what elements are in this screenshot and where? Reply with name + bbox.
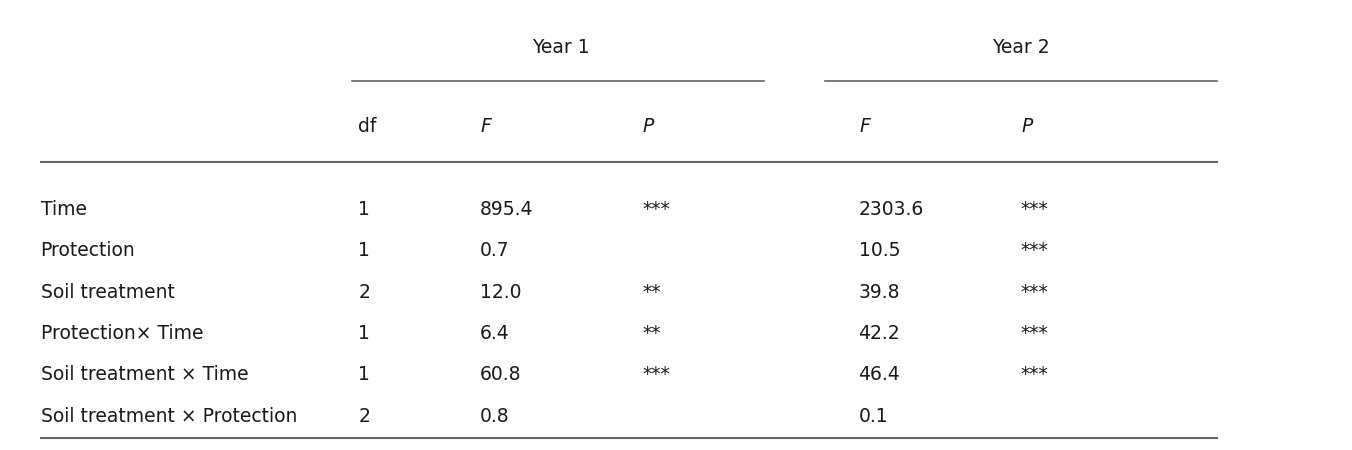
Text: 0.7: 0.7 bbox=[480, 241, 510, 260]
Text: 46.4: 46.4 bbox=[859, 365, 900, 384]
Text: 42.2: 42.2 bbox=[859, 324, 900, 343]
Text: **: ** bbox=[642, 324, 661, 343]
Text: 1: 1 bbox=[358, 365, 370, 384]
Text: 1: 1 bbox=[358, 200, 370, 219]
Text: 895.4: 895.4 bbox=[480, 200, 534, 219]
Text: 2: 2 bbox=[358, 283, 370, 302]
Text: Year 1: Year 1 bbox=[533, 38, 589, 57]
Text: 12.0: 12.0 bbox=[480, 283, 522, 302]
Text: 0.1: 0.1 bbox=[859, 407, 888, 426]
Text: ***: *** bbox=[1021, 200, 1049, 219]
Text: ***: *** bbox=[642, 365, 671, 384]
Text: Protection× Time: Protection× Time bbox=[41, 324, 203, 343]
Text: 1: 1 bbox=[358, 241, 370, 260]
Text: $\it{F}$: $\it{F}$ bbox=[480, 117, 493, 135]
Text: Protection: Protection bbox=[41, 241, 135, 260]
Text: Time: Time bbox=[41, 200, 87, 219]
Text: 2303.6: 2303.6 bbox=[859, 200, 923, 219]
Text: df: df bbox=[358, 117, 377, 135]
Text: ***: *** bbox=[1021, 365, 1049, 384]
Text: ***: *** bbox=[1021, 324, 1049, 343]
Text: 0.8: 0.8 bbox=[480, 407, 510, 426]
Text: Soil treatment: Soil treatment bbox=[41, 283, 174, 302]
Text: Soil treatment × Time: Soil treatment × Time bbox=[41, 365, 249, 384]
Text: ***: *** bbox=[642, 200, 671, 219]
Text: 6.4: 6.4 bbox=[480, 324, 510, 343]
Text: ***: *** bbox=[1021, 283, 1049, 302]
Text: ***: *** bbox=[1021, 241, 1049, 260]
Text: $\it{P}$: $\it{P}$ bbox=[642, 117, 656, 135]
Text: $\it{F}$: $\it{F}$ bbox=[859, 117, 872, 135]
Text: 10.5: 10.5 bbox=[859, 241, 900, 260]
Text: 2: 2 bbox=[358, 407, 370, 426]
Text: $\it{P}$: $\it{P}$ bbox=[1021, 117, 1034, 135]
Text: Soil treatment × Protection: Soil treatment × Protection bbox=[41, 407, 297, 426]
Text: 39.8: 39.8 bbox=[859, 283, 900, 302]
Text: Year 2: Year 2 bbox=[992, 38, 1049, 57]
Text: **: ** bbox=[642, 283, 661, 302]
Text: 1: 1 bbox=[358, 324, 370, 343]
Text: 60.8: 60.8 bbox=[480, 365, 522, 384]
